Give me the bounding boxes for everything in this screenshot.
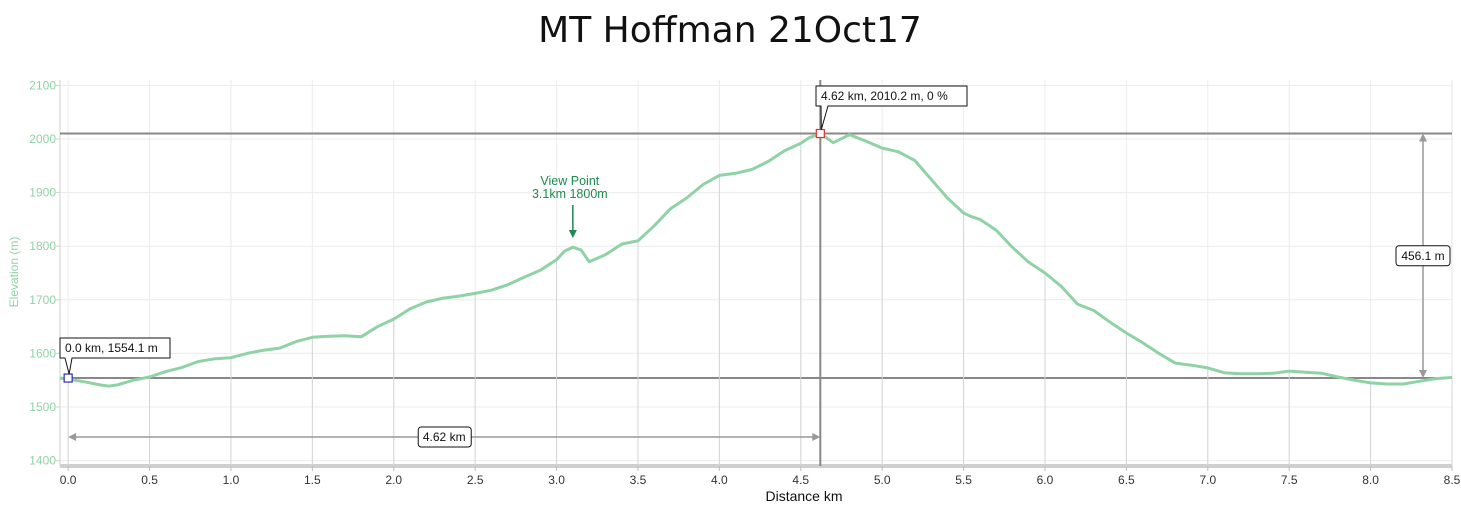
axes [59,80,1452,468]
view-point-label: View Point [540,174,599,188]
view-point-sublabel: 3.1km 1800m [532,187,608,201]
x-tick-label: 4.0 [711,473,728,487]
x-tick-label: 8.0 [1362,473,1379,487]
start-callout-label: 0.0 km, 1554.1 m [65,341,158,355]
distance-measure-arrow-right [812,433,821,441]
y-tick-label: 2100 [29,78,56,92]
x-tick-label: 3.0 [548,473,565,487]
chart-title: MT Hoffman 21Oct17 [538,10,922,51]
distance-measure-label: 4.62 km [423,430,466,444]
elevation-measure-arrow-bottom [1419,370,1427,379]
y-tick-label: 2000 [29,132,56,146]
start-callout-box [59,337,171,375]
y-axis-label: Elevation (m) [7,237,21,308]
x-tick-label: 5.0 [874,473,891,487]
annotations: 0.0 km, 1554.1 m 4.62 km, 2010.2 m, 0 % Vi… [59,85,1451,448]
x-tick-label: 2.5 [467,473,484,487]
x-tick-label: 1.5 [304,473,321,487]
x-tick-label: 0.0 [60,473,77,487]
y-tick-label: 1800 [29,239,56,253]
y-tick-label: 1500 [29,400,56,414]
x-tick-label: 3.5 [630,473,647,487]
x-tick-label: 7.0 [1199,473,1216,487]
y-tick-label: 1700 [29,293,56,307]
elevation-measure-label: 456.1 m [1401,249,1444,263]
x-tick-label: 6.0 [1037,473,1054,487]
x-axis-label: Distance km [765,488,842,504]
x-tick-label: 0.5 [141,473,158,487]
y-tick-label: 1400 [29,454,56,468]
x-tick-label: 1.0 [223,473,240,487]
peak-callout-box [815,85,968,131]
x-tick-label: 8.5 [1444,473,1461,487]
x-tick-label: 5.5 [955,473,972,487]
elevation-line [59,132,1453,388]
grid [60,80,1453,466]
start-marker [63,373,73,383]
x-tick-label: 7.5 [1281,473,1298,487]
peak-callout-label: 4.62 km, 2010.2 m, 0 % [821,89,948,103]
distance-measure-box [417,426,472,448]
x-tick-label: 6.5 [1118,473,1135,487]
y-tick-label: 1600 [29,346,56,360]
x-tick-label: 2.0 [385,473,402,487]
ticks: 1400 1500 1600 1700 1800 1900 2000 2100 0.0 0.5 1.… [29,78,1460,487]
reference-lines [60,80,1452,466]
peak-callout: 4.62 km, 2010.2 m, 0 % [815,85,968,131]
series [59,132,1453,466]
peak-marker [815,128,825,139]
elevation-measure-arrow-top [1419,133,1427,142]
y-tick-label: 1900 [29,186,56,200]
start-callout: 0.0 km, 1554.1 m [59,337,171,375]
elevation-measure-box [1395,245,1451,267]
x-tick-label: 4.5 [792,473,809,487]
distance-measure-arrow-left [68,433,77,441]
view-point-arrowhead [568,230,577,238]
